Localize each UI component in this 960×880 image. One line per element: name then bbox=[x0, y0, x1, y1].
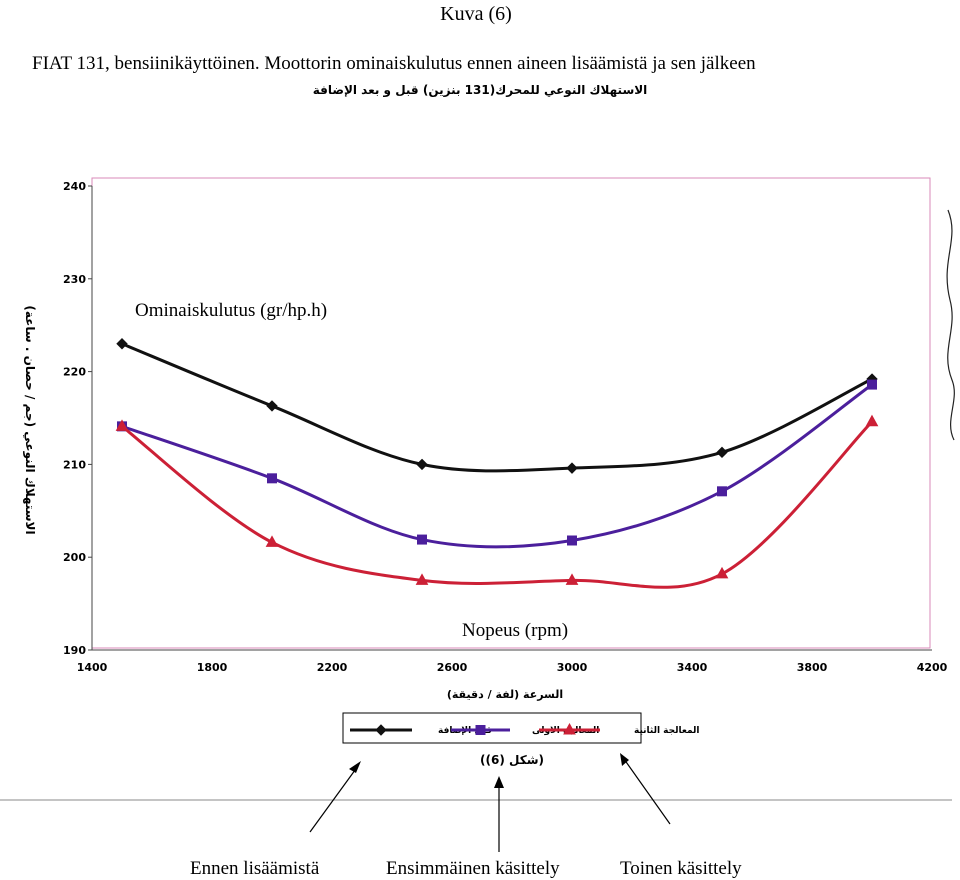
data-point bbox=[565, 573, 579, 585]
arrow-second-head bbox=[620, 753, 629, 766]
data-point bbox=[115, 419, 129, 431]
data-point bbox=[265, 535, 279, 547]
legend-label: المعالجة الثانية bbox=[634, 726, 699, 736]
legend-marker bbox=[563, 722, 576, 735]
x-tick-label: 1400 bbox=[77, 661, 108, 674]
x-tick-label: 4200 bbox=[917, 661, 948, 674]
series-line bbox=[121, 342, 873, 473]
arabic-x-label: السرعة (لفة / دقيقة) bbox=[447, 688, 563, 701]
data-point bbox=[867, 379, 877, 390]
data-point bbox=[716, 446, 728, 459]
x-tick-label: 3000 bbox=[557, 661, 588, 674]
y-tick-label: 240 bbox=[63, 180, 86, 193]
series-0 bbox=[116, 338, 878, 474]
data-point bbox=[717, 486, 727, 497]
x-tick-label: 2200 bbox=[317, 661, 348, 674]
legend-items: قبل الإضافةالمعالجة الاولىالمعالجة الثان… bbox=[350, 722, 699, 736]
legend-marker bbox=[375, 724, 387, 736]
series-layer bbox=[115, 338, 879, 589]
data-point bbox=[416, 458, 428, 471]
series-line bbox=[121, 420, 874, 589]
arrow-first-head bbox=[494, 776, 504, 788]
arrow-label-before: Ennen lisäämistä bbox=[190, 858, 320, 879]
arabic-figure-label: (شكل (6)) bbox=[480, 753, 544, 767]
x-tick-label: 3400 bbox=[677, 661, 708, 674]
y-tick-label: 190 bbox=[63, 644, 86, 657]
data-point bbox=[267, 473, 277, 484]
x-tick-label: 3800 bbox=[797, 661, 828, 674]
y-tick-label: 230 bbox=[63, 273, 86, 286]
data-point bbox=[417, 534, 427, 545]
arrow-label-second: Toinen käsittely bbox=[620, 858, 742, 879]
y-tick-label: 200 bbox=[63, 551, 86, 564]
scanned-figure: الاستهلاك النوعي للمحرك(131 بنزين) قبل و… bbox=[0, 83, 955, 801]
legend: قبل الإضافةالمعالجة الاولىالمعالجة الثان… bbox=[342, 712, 699, 744]
data-point bbox=[266, 400, 278, 412]
x-tick-label: 2600 bbox=[437, 661, 468, 674]
legend-item: المعالجة الثانية bbox=[539, 722, 699, 736]
x-axis-overlay-label: Nopeus (rpm) bbox=[462, 620, 568, 641]
legend-marker bbox=[475, 725, 486, 735]
figure-number: Kuva (6) bbox=[440, 3, 512, 25]
arrow-second-line bbox=[623, 758, 671, 825]
data-point bbox=[715, 566, 729, 579]
figure-caption: FIAT 131, bensiinikäyttöinen. Moottorin … bbox=[32, 53, 756, 74]
plot-frame bbox=[91, 177, 931, 649]
series-line bbox=[121, 383, 873, 549]
data-point bbox=[567, 535, 577, 546]
scan-edge bbox=[946, 209, 955, 441]
series-2 bbox=[115, 414, 879, 589]
annotation-arrows bbox=[309, 753, 671, 852]
arabic-y-label: الاستهلاك النوعي (جم / حصان . ساعة) bbox=[22, 305, 37, 534]
x-tick-label: 1800 bbox=[197, 661, 228, 674]
y-axis-overlay-label: Ominaiskulutus (gr/hp.h) bbox=[135, 300, 327, 321]
arrow-before-head bbox=[349, 761, 361, 773]
arabic-title: الاستهلاك النوعي للمحرك(131 بنزين) قبل و… bbox=[313, 83, 648, 98]
data-point bbox=[865, 414, 879, 427]
arrow-label-first: Ensimmäinen käsittely bbox=[386, 858, 560, 879]
series-1 bbox=[117, 379, 877, 549]
y-tick-labels: 190 200 210 220 230 240 bbox=[63, 180, 92, 657]
arrow-before-line bbox=[309, 765, 359, 833]
x-tick-labels: 1400 1800 2200 2600 3000 3400 3800 4200 bbox=[77, 661, 948, 674]
data-point bbox=[415, 573, 429, 585]
data-point bbox=[566, 462, 578, 474]
data-point bbox=[116, 338, 128, 350]
y-tick-label: 220 bbox=[63, 366, 86, 379]
legend-box bbox=[342, 712, 642, 744]
y-tick-label: 210 bbox=[63, 458, 86, 471]
